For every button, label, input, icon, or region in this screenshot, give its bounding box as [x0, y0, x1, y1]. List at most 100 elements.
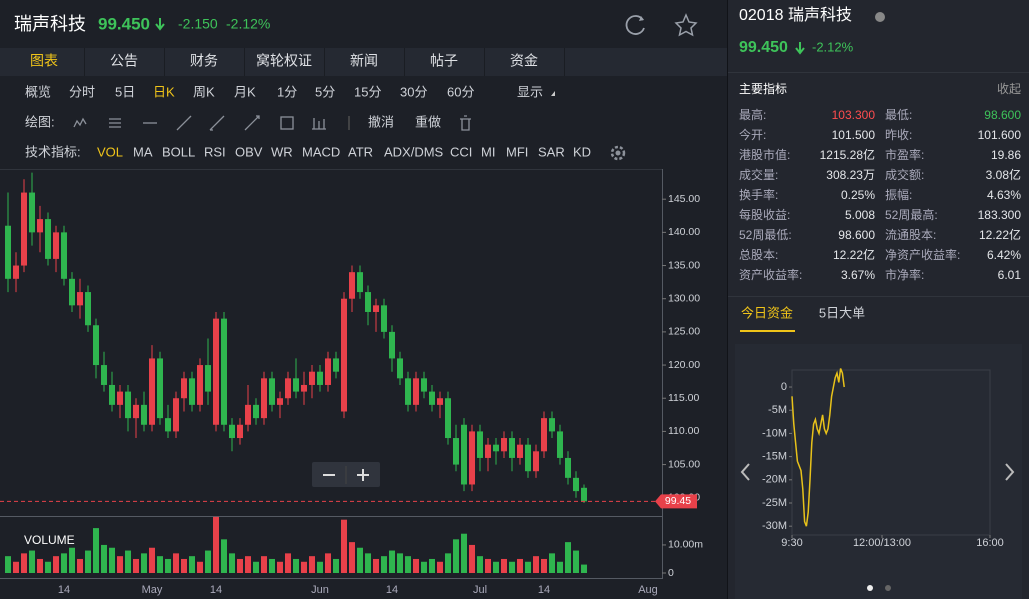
volume-bar [261, 556, 267, 573]
indicator[interactable]: ADX/DMS [384, 144, 444, 159]
indicator[interactable]: SAR [538, 144, 565, 159]
change: -2.150 [178, 16, 218, 32]
x-tick-label: 9:30 [781, 537, 802, 549]
stat-value: 183.300 [978, 208, 1022, 222]
candle-body [45, 219, 51, 259]
candle-body [333, 358, 339, 372]
refresh-button[interactable] [625, 15, 645, 35]
indicator[interactable]: KD [573, 144, 591, 159]
candle-body [245, 404, 251, 425]
volume-bar [197, 561, 203, 573]
indicator[interactable]: MA [133, 144, 153, 159]
tab[interactable]: 财务 [190, 53, 218, 69]
stat-label: 52周最低: [739, 228, 792, 242]
volume-bar [213, 516, 219, 573]
volume-bar [541, 558, 547, 573]
candle-body [205, 365, 211, 392]
fund-tab[interactable]: 5日大单 [819, 305, 865, 320]
period[interactable]: 日K [153, 84, 175, 99]
volume-bar [45, 561, 51, 573]
last-price-label: 99.45 [665, 495, 691, 507]
period[interactable]: 概览 [25, 84, 51, 99]
candle-body [461, 424, 467, 485]
period[interactable]: 月K [234, 84, 256, 99]
collapse[interactable]: 收起 [997, 82, 1021, 96]
tab-divider [84, 48, 85, 76]
candle-body [301, 384, 307, 392]
prev-arrow[interactable] [740, 463, 750, 481]
tab[interactable]: 图表 [30, 53, 58, 69]
fund-flow-line [791, 368, 845, 527]
candle-body [173, 398, 179, 432]
indicator[interactable]: VOL [97, 144, 123, 159]
drawing-tools[interactable] [73, 115, 471, 131]
candle-body [365, 292, 371, 312]
y-tick-label: -15M [762, 451, 787, 463]
indicator[interactable]: WR [271, 144, 293, 159]
indicator[interactable]: RSI [204, 144, 226, 159]
candle-body [581, 487, 587, 502]
candle-body [453, 438, 459, 465]
period[interactable]: 60分 [447, 84, 474, 99]
stat-label: 总股本: [739, 248, 778, 262]
candle-body [229, 424, 235, 439]
tab-divider [564, 48, 565, 76]
page-dot[interactable] [885, 585, 891, 591]
candle-body [197, 365, 203, 405]
indicator[interactable]: MI [481, 144, 495, 159]
period[interactable]: 分时 [69, 84, 95, 99]
volume-bar [205, 550, 211, 573]
candle-body [469, 431, 475, 485]
y-tick-label: 145.00 [668, 193, 700, 205]
period[interactable]: 5分 [315, 84, 335, 99]
stat-label: 市净率: [885, 267, 924, 282]
stat-value: 308.23万 [826, 168, 875, 182]
candle-body [141, 404, 147, 425]
candle-body [165, 418, 171, 432]
tab[interactable]: 帖子 [430, 53, 458, 69]
indicator[interactable]: ATR [348, 144, 373, 159]
indicator[interactable]: CCI [450, 144, 472, 159]
tab[interactable]: 窝轮权证 [256, 53, 312, 69]
volume-bar [365, 553, 371, 573]
help-icon[interactable] [875, 12, 885, 22]
indicator[interactable]: OBV [235, 144, 263, 159]
zoom-controls[interactable] [312, 462, 380, 487]
volume-bar [533, 556, 539, 573]
volume-bar [357, 547, 363, 573]
indicator[interactable]: BOLL [162, 144, 195, 159]
chart-marks [5, 172, 587, 573]
settings-icon[interactable] [610, 145, 626, 161]
stat-value: 3.67% [841, 268, 875, 282]
indicator[interactable]: MFI [506, 144, 528, 159]
candle-body [61, 232, 67, 279]
period[interactable]: 15分 [354, 84, 381, 99]
undo[interactable]: 撤消 [368, 114, 394, 129]
candle-body [525, 444, 531, 472]
page-dot[interactable] [867, 585, 873, 591]
tab[interactable]: 新闻 [350, 53, 378, 69]
candle-body [405, 378, 411, 405]
volume-bar [21, 553, 27, 573]
period[interactable]: 5日 [115, 84, 135, 99]
volume-bar [437, 561, 443, 573]
favorite-button[interactable] [674, 13, 698, 37]
volume-bar [221, 539, 227, 573]
period[interactable]: 周K [193, 84, 215, 99]
candle-body [533, 451, 539, 472]
display-toggle[interactable]: 显示 [517, 84, 543, 99]
volume-bar [309, 556, 315, 573]
redo[interactable]: 重做 [415, 114, 441, 129]
fund-tab[interactable]: 今日资金 [741, 305, 793, 320]
volume-bar [581, 564, 587, 573]
volume-bar [285, 553, 291, 573]
tab[interactable]: 资金 [510, 53, 538, 69]
next-arrow[interactable] [1005, 463, 1015, 481]
period[interactable]: 30分 [400, 84, 427, 99]
y-tick-label: 140.00 [668, 226, 700, 238]
indicator[interactable]: MACD [302, 144, 340, 159]
tab[interactable]: 公告 [110, 53, 138, 69]
stat-value: 101.500 [832, 128, 876, 142]
period[interactable]: 1分 [277, 84, 297, 99]
